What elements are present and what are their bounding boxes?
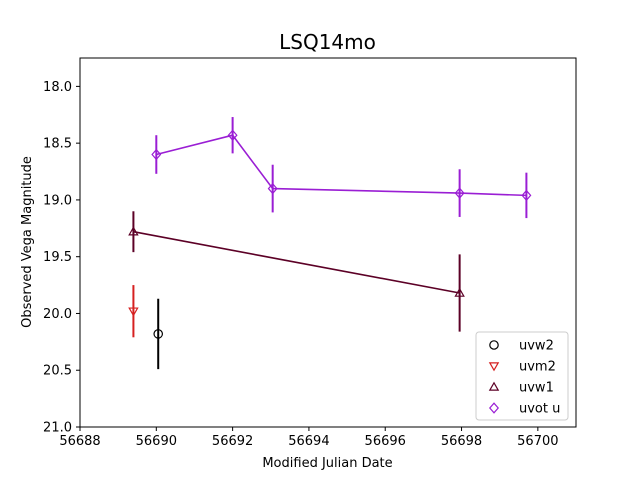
x-tick-label-1: 56690 — [136, 434, 177, 449]
legend-marker-uvw1 — [488, 381, 500, 391]
legend-marker-uvm2 — [488, 362, 500, 372]
axes: 56688 56690 56692 56694 56696 56698 56700 18.0 1… — [43, 80, 558, 449]
series-uvw2 — [153, 298, 164, 370]
point-uvot-u-4 — [521, 189, 532, 202]
x-tick-label-3: 56694 — [288, 434, 329, 449]
legend-box — [475, 331, 569, 421]
x-tick-label-6: 56700 — [517, 434, 558, 449]
legend-marker-uvw2 — [489, 340, 499, 350]
point-uvot-u-2 — [267, 182, 278, 195]
x-tick-label-4: 56696 — [365, 434, 406, 449]
x-tick-label-2: 56692 — [212, 434, 253, 449]
legend-label-uvm2: uvm2 — [519, 360, 556, 375]
series-line-uvot-u — [156, 134, 527, 197]
series-uvm2 — [128, 285, 139, 338]
y-tick-label-1: 18.5 — [43, 137, 72, 152]
series-uvw1 — [128, 211, 465, 332]
x-axis-label: Modified Julian Date — [262, 456, 392, 471]
legend-label-uvw2: uvw2 — [519, 339, 554, 354]
point-uvw1-1 — [454, 287, 465, 297]
x-tick-label-0: 56688 — [59, 434, 100, 449]
x-tick-label-5: 56698 — [441, 434, 482, 449]
chart-title: LSQ14mo — [279, 30, 376, 54]
y-tick-label-4: 20.0 — [43, 307, 72, 322]
point-uvw2-0 — [153, 329, 164, 339]
series-line-uvw1 — [133, 230, 460, 294]
y-tick-label-2: 19.0 — [43, 193, 72, 208]
y-tick-label-5: 20.5 — [43, 364, 72, 379]
point-uvot-u-1 — [227, 129, 238, 141]
y-tick-label-0: 18.0 — [43, 80, 72, 95]
legend-marker-uvot-u — [489, 402, 499, 414]
legend-label-uvot-u: uvot u — [519, 402, 560, 417]
legend: uvw2 uvm2 uvw1 uvot u — [475, 331, 569, 421]
point-uvot-u-3 — [454, 187, 465, 199]
legend-label-uvw1: uvw1 — [519, 381, 554, 396]
point-uvm2-0 — [128, 307, 139, 317]
plot-area — [128, 117, 532, 370]
series-uvot-u — [151, 117, 532, 219]
plot-frame — [79, 57, 577, 428]
y-axis-label: Observed Vega Magnitude — [20, 156, 35, 328]
y-tick-label-6: 21.0 — [43, 421, 72, 436]
point-uvw1-0 — [128, 226, 139, 236]
point-uvot-u-0 — [151, 148, 162, 161]
y-tick-label-3: 19.5 — [43, 250, 72, 265]
